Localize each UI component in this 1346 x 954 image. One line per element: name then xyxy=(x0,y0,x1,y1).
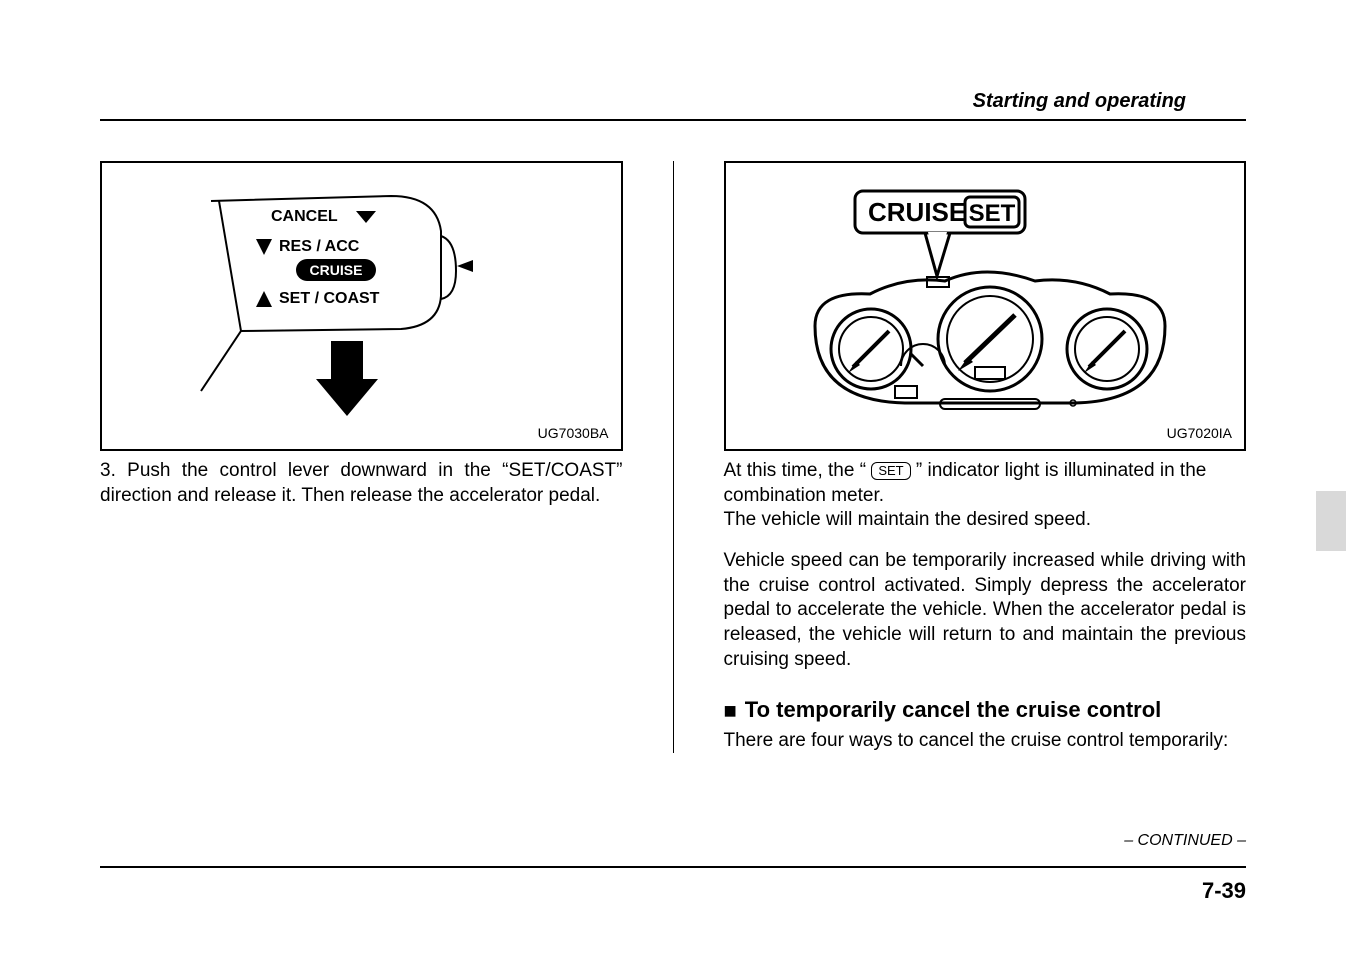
bubble-cruise: CRUISE xyxy=(868,197,966,227)
footer: – CONTINUED – 7-39 xyxy=(100,870,1246,904)
column-left: CANCEL RES / ACC CRUISE SET / COAST UG70… xyxy=(100,161,623,753)
label-set-coast: SET / COAST xyxy=(279,290,380,307)
label-cancel: CANCEL xyxy=(271,208,338,225)
subheading-cancel: ■ To temporarily cancel the cruise contr… xyxy=(724,697,1247,723)
cluster-illustration: CRUISE SET xyxy=(775,181,1195,431)
page: Starting and operating CANCEL xyxy=(0,0,1346,954)
thumb-tab xyxy=(1316,491,1346,551)
continued-marker: – CONTINUED – xyxy=(100,832,1246,850)
figure-lever: CANCEL RES / ACC CRUISE SET / COAST UG70… xyxy=(100,161,623,451)
para1-a: At this time, the “ xyxy=(724,460,872,481)
figure-code-right: UG7020IA xyxy=(1167,425,1232,441)
two-column-area: CANCEL RES / ACC CRUISE SET / COAST UG70… xyxy=(100,161,1246,753)
bubble-set: SET xyxy=(968,200,1015,227)
label-cruise: CRUISE xyxy=(310,262,363,278)
speed-increase-para: Vehicle speed can be temporarily increas… xyxy=(724,549,1247,672)
step-3-text: 3. Push the control lever downward in th… xyxy=(100,459,623,508)
para1-c: The vehicle will maintain the desired sp… xyxy=(724,509,1092,530)
figure-code-left: UG7030BA xyxy=(538,425,609,441)
column-divider xyxy=(673,161,674,753)
column-right: CRUISE SET xyxy=(724,161,1247,753)
rule-bottom xyxy=(100,866,1246,868)
label-res-acc: RES / ACC xyxy=(279,238,360,255)
black-square-bullet: ■ xyxy=(724,700,737,722)
rule-top xyxy=(100,119,1246,121)
section-header: Starting and operating xyxy=(100,90,1246,113)
four-ways-para: There are four ways to cancel the cruise… xyxy=(724,729,1247,754)
subheading-text: To temporarily cancel the cruise control xyxy=(745,697,1246,723)
page-number: 7-39 xyxy=(100,878,1246,904)
lever-illustration: CANCEL RES / ACC CRUISE SET / COAST xyxy=(181,191,541,421)
set-indicator-chip: SET xyxy=(871,462,910,480)
set-indicator-para: At this time, the “ SET ” indicator ligh… xyxy=(724,459,1247,533)
figure-cluster: CRUISE SET xyxy=(724,161,1247,451)
